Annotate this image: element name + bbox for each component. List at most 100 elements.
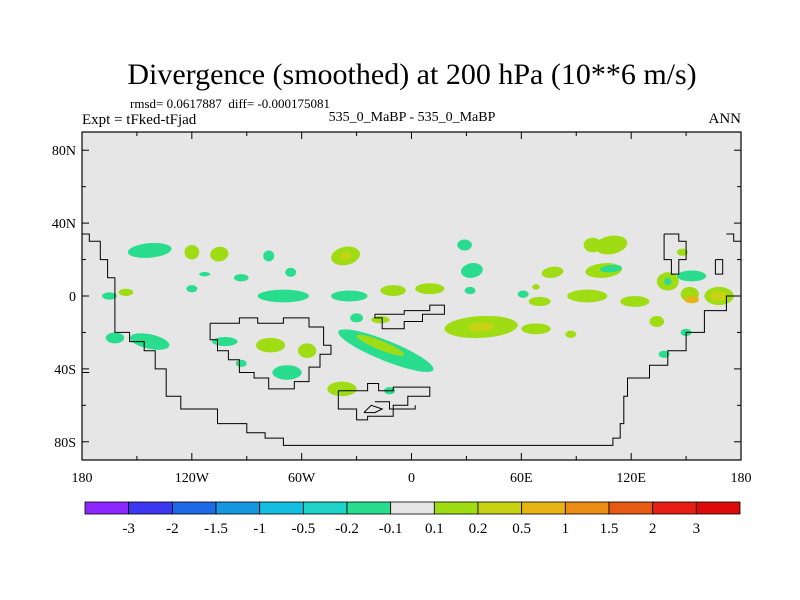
contour-region xyxy=(658,350,670,358)
contour-region xyxy=(532,284,540,290)
colorbar-swatch xyxy=(346,501,392,515)
contour-region xyxy=(263,250,275,262)
x-tick-label: 60E xyxy=(510,471,533,486)
contour-region xyxy=(567,289,608,303)
contour-region xyxy=(380,285,407,296)
contour-region xyxy=(664,277,672,286)
colorbar-label: 0.5 xyxy=(512,521,531,537)
coastline xyxy=(82,233,741,446)
colorbar-label: -2 xyxy=(166,521,179,537)
contour-region xyxy=(676,270,707,282)
contour-region xyxy=(594,235,628,255)
colorbar-swatch xyxy=(215,501,261,515)
y-tick-label: 0 xyxy=(69,290,76,305)
contour-region xyxy=(186,285,198,293)
colorbar-label: 1.5 xyxy=(600,521,619,537)
colorbar-swatch xyxy=(302,501,348,515)
contour-region xyxy=(600,264,622,273)
coastline xyxy=(337,383,431,421)
contour-region xyxy=(257,289,309,303)
colorbar-label: -1.5 xyxy=(204,521,228,537)
contour-region xyxy=(350,313,363,323)
colorbar-swatch xyxy=(477,501,523,515)
colorbar-label: -1 xyxy=(253,521,266,537)
season-label: ANN xyxy=(709,111,742,127)
contour-region xyxy=(528,296,551,307)
contour-region xyxy=(517,290,529,298)
contour-region xyxy=(709,291,729,301)
contour-region xyxy=(210,246,229,262)
contour-region xyxy=(457,239,472,251)
contour-region xyxy=(684,296,699,304)
y-tick-label: 80N xyxy=(52,144,76,159)
contour-region xyxy=(255,337,286,353)
colorbar-label: -0.1 xyxy=(379,521,403,537)
colorbar-label: -0.2 xyxy=(335,521,359,537)
colorbar-swatch xyxy=(259,501,304,515)
case-label: 535_0_MaBP - 535_0_MaBP xyxy=(329,110,496,125)
colorbar-swatch xyxy=(608,501,654,515)
contour-region xyxy=(285,267,297,277)
contour-region xyxy=(127,242,172,258)
contour-region xyxy=(129,333,170,350)
contour-region xyxy=(415,283,445,295)
coastline xyxy=(726,233,741,242)
colorbar-label: -3 xyxy=(122,521,135,537)
colorbar-swatch xyxy=(652,501,697,515)
contour-region xyxy=(184,244,200,260)
contour-region xyxy=(461,263,483,278)
contour-region xyxy=(327,381,357,397)
coastline xyxy=(663,233,687,275)
contour-region xyxy=(235,359,247,368)
y-tick-label: 40N xyxy=(52,217,76,232)
colorbar-swatch xyxy=(84,501,130,515)
colorbar-swatch xyxy=(171,501,217,515)
contour-region xyxy=(298,343,317,358)
colorbar-swatch xyxy=(521,501,566,515)
contour-region xyxy=(199,271,211,277)
y-tick-label: 40S xyxy=(54,363,76,378)
x-tick-label: 120W xyxy=(175,471,210,486)
contour-region xyxy=(521,323,551,335)
plot-background xyxy=(82,132,741,460)
contour-region xyxy=(272,365,302,380)
colorbar-swatch xyxy=(128,501,173,515)
colorbar-label: 3 xyxy=(693,521,701,537)
colorbar-swatch xyxy=(564,501,610,515)
colorbar-label: 0.1 xyxy=(425,521,444,537)
contour-region xyxy=(102,292,117,300)
contour-region xyxy=(676,248,688,256)
contour-region xyxy=(118,288,134,296)
x-tick-label: 180 xyxy=(731,471,752,486)
contour-region xyxy=(233,274,249,282)
contour-region xyxy=(649,316,665,327)
coastline xyxy=(363,404,384,414)
contour-region xyxy=(620,296,650,307)
contour-region xyxy=(464,286,476,295)
contour-region xyxy=(356,334,405,356)
colorbar-swatch xyxy=(390,501,435,515)
coastline xyxy=(374,304,445,330)
x-tick-label: 60W xyxy=(288,471,316,486)
x-tick-label: 0 xyxy=(408,471,415,486)
y-tick-label: 80S xyxy=(54,436,76,451)
colorbar-label: -0.5 xyxy=(291,521,315,537)
coastline xyxy=(209,317,332,390)
contour-region xyxy=(541,266,564,278)
stats-text: rmsd= 0.0617887 diff= -0.000175081 xyxy=(130,96,330,111)
colorbar-swatch xyxy=(695,501,741,515)
contour-region xyxy=(565,330,577,338)
colorbar-swatch xyxy=(433,501,479,515)
x-tick-label: 120E xyxy=(616,471,646,486)
colorbar-label: 1 xyxy=(562,521,570,537)
colorbar-label: 2 xyxy=(649,521,657,537)
contour-region xyxy=(468,322,494,332)
coastline xyxy=(374,401,416,410)
coastline xyxy=(714,259,724,275)
contour-region xyxy=(340,252,352,260)
x-tick-label: 180 xyxy=(72,471,93,486)
contour-region xyxy=(211,337,238,347)
experiment-label: Expt = tFked-tFjad xyxy=(82,112,197,128)
colorbar-label: 0.2 xyxy=(469,521,488,537)
